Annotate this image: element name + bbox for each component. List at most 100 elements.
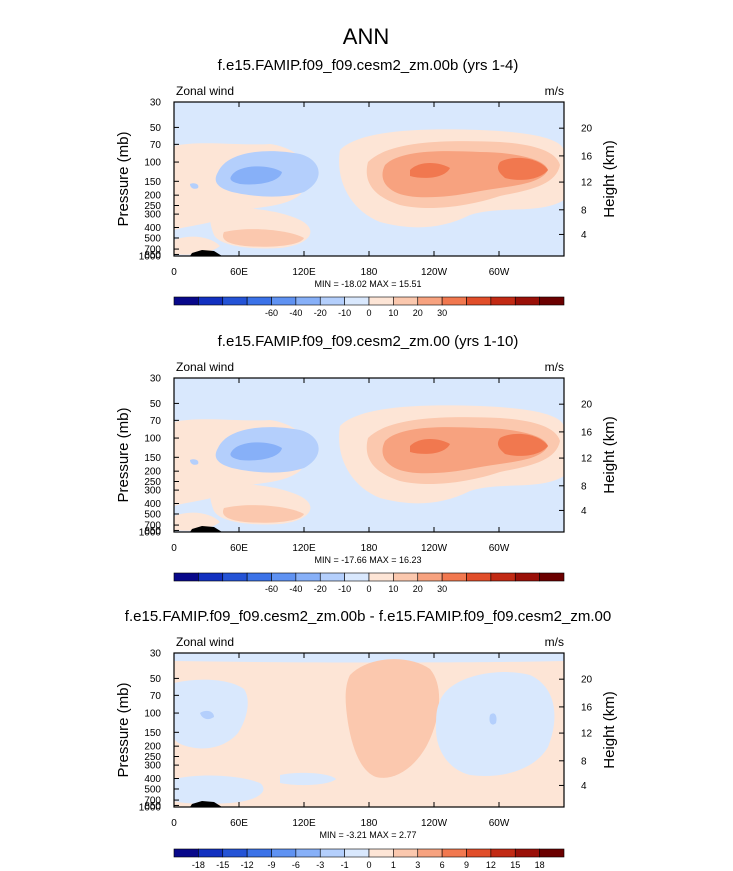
y2-tick-label: 12 bbox=[581, 729, 593, 740]
y-tick-label: 1000 bbox=[139, 252, 162, 263]
colorbar-swatch bbox=[295, 296, 321, 306]
x-tick-label: 0 bbox=[171, 267, 177, 278]
contour-region bbox=[419, 785, 520, 801]
colorbar-tick-label: -60 bbox=[265, 308, 278, 318]
right-label: m/s bbox=[545, 635, 564, 649]
colorbar-tick-label: 9 bbox=[464, 860, 469, 870]
y-tick-label: 30 bbox=[150, 98, 162, 109]
colorbar-swatch bbox=[319, 296, 345, 306]
contour-region bbox=[174, 512, 220, 531]
colorbar-swatch bbox=[344, 296, 370, 306]
colorbar-tick-label: 30 bbox=[437, 584, 447, 594]
colorbar-tick-label: 0 bbox=[366, 860, 371, 870]
colorbar-swatch bbox=[514, 848, 540, 858]
colorbar-tick-label: -12 bbox=[241, 860, 254, 870]
colorbar-tick-label: 3 bbox=[415, 860, 420, 870]
colorbar-tick-label: 18 bbox=[535, 860, 545, 870]
terrain bbox=[190, 801, 222, 807]
x-tick-label: 60E bbox=[230, 818, 248, 829]
colorbar-swatch bbox=[393, 296, 419, 306]
colorbar-swatch bbox=[246, 296, 272, 306]
y-tick-label: 850 bbox=[144, 801, 161, 812]
terrain bbox=[190, 526, 222, 532]
y2-tick-label: 20 bbox=[581, 400, 593, 411]
y-axis-label: Pressure (mb) bbox=[115, 407, 132, 502]
x-tick-label: 120E bbox=[292, 818, 316, 829]
y-tick-label: 250 bbox=[144, 752, 161, 763]
colorbar-tick-label: 15 bbox=[510, 860, 520, 870]
y2-tick-label: 4 bbox=[581, 230, 587, 241]
panel-1: f.e15.FAMIP.f09_f09.cesm2_zm.00b (yrs 1-… bbox=[115, 57, 618, 318]
colorbar-swatch bbox=[198, 296, 224, 306]
contour-region bbox=[345, 659, 440, 778]
colorbar-swatch bbox=[514, 572, 540, 582]
contour-region bbox=[230, 166, 282, 185]
y-tick-label: 250 bbox=[144, 201, 161, 212]
colorbar-tick-label: -15 bbox=[216, 860, 229, 870]
contour-region bbox=[174, 102, 564, 116]
y-tick-label: 850 bbox=[144, 250, 161, 261]
colorbar-swatch bbox=[490, 296, 516, 306]
contour-field bbox=[174, 378, 564, 532]
y-tick-label: 400 bbox=[144, 774, 161, 785]
colorbar-swatch bbox=[417, 296, 443, 306]
colorbar-swatch bbox=[393, 572, 419, 582]
contour-region bbox=[390, 517, 452, 526]
y2-tick-label: 4 bbox=[581, 781, 587, 792]
colorbar-tick-label: 10 bbox=[388, 308, 398, 318]
colorbar-swatch bbox=[368, 296, 394, 306]
y2-tick-label: 20 bbox=[581, 675, 593, 686]
colorbar-swatch bbox=[173, 296, 199, 306]
left-label: Zonal wind bbox=[176, 360, 234, 374]
colorbar-swatch bbox=[417, 572, 443, 582]
colorbar-swatch bbox=[173, 848, 199, 858]
colorbar-tick-label: -6 bbox=[292, 860, 300, 870]
colorbar-swatch bbox=[198, 848, 224, 858]
y-tick-label: 300 bbox=[144, 761, 161, 772]
left-label: Zonal wind bbox=[176, 635, 234, 649]
colorbar-swatch bbox=[368, 572, 394, 582]
colorbar-tick-label: 1 bbox=[391, 860, 396, 870]
y-tick-label: 250 bbox=[144, 477, 161, 488]
y-tick-label: 1000 bbox=[139, 803, 162, 814]
contour-region bbox=[489, 713, 497, 725]
y2-tick-label: 8 bbox=[581, 205, 587, 216]
colorbar-swatch bbox=[173, 572, 199, 582]
y-tick-label: 30 bbox=[150, 649, 162, 660]
y-tick-label: 200 bbox=[144, 467, 161, 478]
colorbar-tick-label: 20 bbox=[413, 308, 423, 318]
colorbar-tick-label: -18 bbox=[192, 860, 205, 870]
y-tick-label: 400 bbox=[144, 223, 161, 234]
colorbar-tick-label: 12 bbox=[486, 860, 496, 870]
x-tick-label: 0 bbox=[171, 818, 177, 829]
y2-tick-label: 20 bbox=[581, 124, 593, 135]
contour-region bbox=[410, 439, 450, 454]
colorbar-swatch bbox=[466, 848, 492, 858]
y-tick-label: 50 bbox=[150, 674, 162, 685]
x-tick-label: 120W bbox=[421, 818, 448, 829]
right-label: m/s bbox=[545, 360, 564, 374]
colorbar-swatch bbox=[246, 572, 272, 582]
panel-title: f.e15.FAMIP.f09_f09.cesm2_zm.00b - f.e15… bbox=[125, 608, 611, 625]
colorbar-swatch bbox=[344, 572, 370, 582]
y-tick-label: 100 bbox=[144, 709, 161, 720]
y2-tick-label: 16 bbox=[581, 427, 593, 438]
y-axis-label: Pressure (mb) bbox=[115, 682, 132, 777]
contour-region bbox=[497, 157, 548, 180]
x-tick-label: 60E bbox=[230, 543, 248, 554]
y-tick-label: 150 bbox=[144, 453, 161, 464]
contour-field bbox=[174, 102, 564, 256]
y2-tick-label: 16 bbox=[581, 151, 593, 162]
colorbar-swatch bbox=[344, 848, 370, 858]
min-max-stats: MIN = -3.21 MAX = 2.77 bbox=[319, 830, 416, 840]
colorbar-tick-label: -20 bbox=[314, 308, 327, 318]
contour-region bbox=[190, 183, 199, 189]
colorbar-swatch bbox=[271, 848, 297, 858]
colorbar-tick-label: -40 bbox=[289, 308, 302, 318]
y2-axis-label: Height (km) bbox=[601, 691, 618, 769]
x-tick-label: 180 bbox=[361, 267, 378, 278]
y-tick-label: 700 bbox=[144, 245, 161, 256]
y-tick-label: 700 bbox=[144, 521, 161, 532]
colorbar-swatch bbox=[466, 572, 492, 582]
y-tick-label: 100 bbox=[144, 158, 161, 169]
